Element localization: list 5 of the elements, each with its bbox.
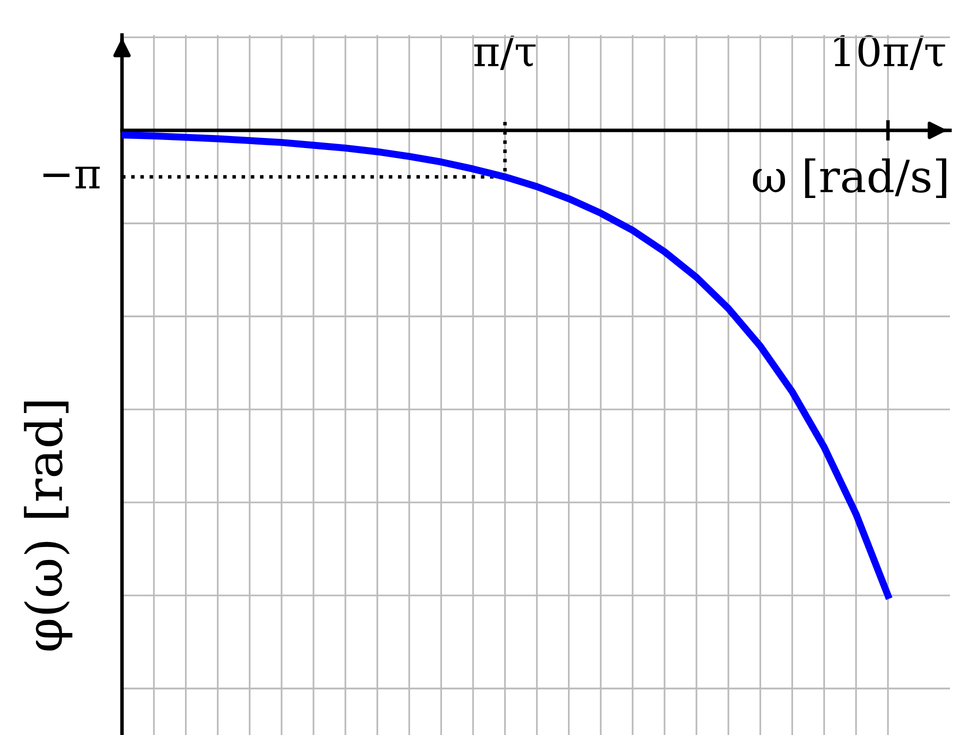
ref-line-label: −π (43, 166, 100, 188)
x-axis-title: ω [rad/s] (752, 158, 946, 198)
y-axis-title: φ(ω) [rad] (24, 402, 72, 651)
x-tick-label: π/τ (474, 36, 536, 70)
x-tick-label: 10π/τ (834, 35, 946, 70)
